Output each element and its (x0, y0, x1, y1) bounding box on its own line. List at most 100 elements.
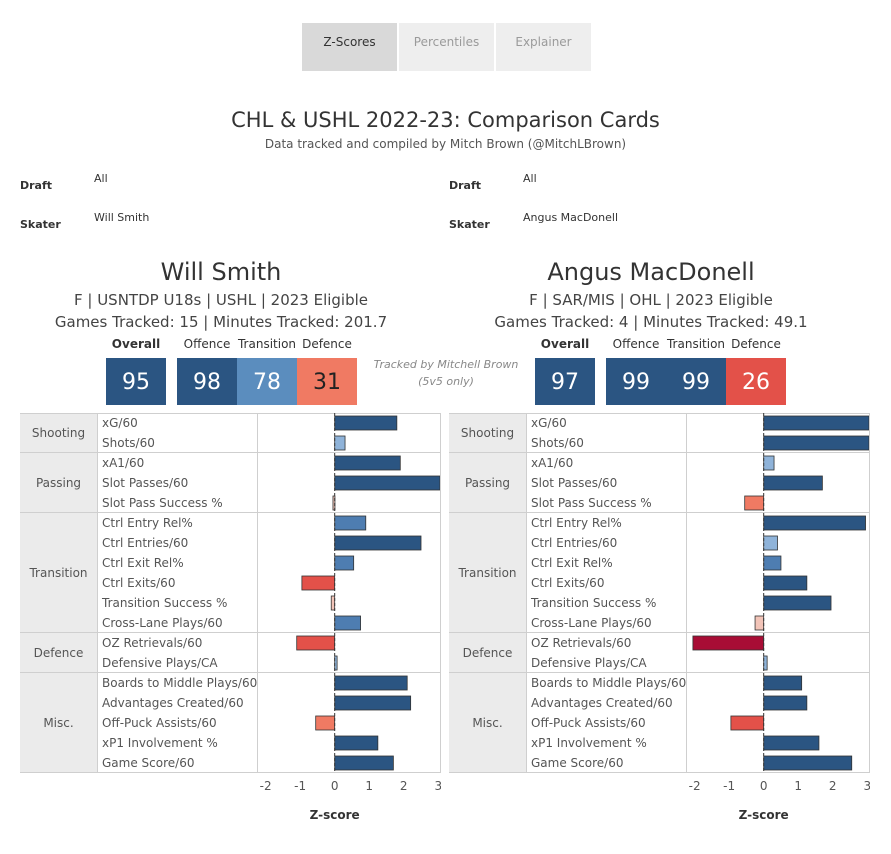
metric-label: Ctrl Exit Rel% (531, 556, 613, 570)
bar (730, 715, 765, 731)
x-tick-label: 1 (365, 779, 373, 793)
defence-score-right: 26 (726, 358, 786, 405)
metric-label: Cross-Lane Plays/60 (531, 616, 652, 630)
zscore-chart-left: Shooting xG/60 Shots/60 Passing xA1/60 Slot P… (20, 413, 441, 822)
bar (763, 755, 853, 771)
group-label: Passing (36, 476, 81, 490)
metric-label: Ctrl Entry Rel% (531, 516, 622, 530)
metric-label: Slot Passes/60 (531, 476, 617, 490)
bar (296, 635, 336, 651)
transition-header-left: Transition (237, 337, 297, 351)
metric-label: OZ Retrievals/60 (102, 636, 202, 650)
x-tick-label: 3 (863, 779, 870, 793)
x-tick-label: 2 (829, 779, 837, 793)
defence-header-right: Defence (731, 337, 781, 351)
tracked-note-line2: (5v5 only) (418, 375, 474, 388)
bar (763, 655, 768, 671)
bar (334, 675, 408, 691)
tab-percentiles[interactable]: Percentiles (399, 23, 494, 71)
metric-label: Ctrl Exits/60 (531, 576, 604, 590)
metric-label: Slot Passes/60 (102, 476, 188, 490)
x-tick-label: 0 (331, 779, 339, 793)
player-name-left: Will Smith (160, 258, 282, 286)
draft-filter-label-left: Draft (20, 179, 53, 192)
x-tick-label: 2 (400, 779, 408, 793)
tab-explainer[interactable]: Explainer (496, 23, 591, 71)
skater-filter-value-left[interactable]: Will Smith (94, 211, 150, 224)
metric-label: xG/60 (102, 416, 138, 430)
draft-filter-value-left[interactable]: All (94, 172, 108, 185)
x-tick-label: -1 (294, 779, 306, 793)
group-cell (449, 673, 526, 773)
group-label: Transition (28, 566, 87, 580)
metric-label: Off-Puck Assists/60 (102, 716, 217, 730)
tab-z-scores[interactable]: Z-Scores (302, 23, 397, 71)
x-tick-label: 1 (794, 779, 802, 793)
x-tick-label: -2 (260, 779, 272, 793)
metric-label: Advantages Created/60 (102, 696, 244, 710)
skater-filter-label-left: Skater (20, 218, 61, 231)
skater-filter-label-right: Skater (449, 218, 490, 231)
metric-label: Shots/60 (531, 436, 584, 450)
metric-label: Transition Success % (530, 596, 656, 610)
offence-header-right: Offence (612, 337, 660, 351)
metric-label: Ctrl Exits/60 (102, 576, 175, 590)
transition-header-right: Transition (666, 337, 726, 351)
skater-filter-value-right[interactable]: Angus MacDonell (523, 211, 619, 224)
metric-label: OZ Retrievals/60 (531, 636, 631, 650)
group-label: Defence (463, 646, 513, 660)
defence-score-left: 31 (297, 358, 357, 405)
group-label: Shooting (32, 426, 85, 440)
bar (334, 455, 401, 471)
metric-label: xP1 Involvement % (531, 736, 647, 750)
group-cell (449, 513, 526, 633)
bar (301, 575, 336, 591)
bar (763, 675, 803, 691)
bar (692, 635, 765, 651)
metric-label: Boards to Middle Plays/60 (531, 676, 686, 690)
player-name-right: Angus MacDonell (547, 258, 755, 286)
overall-score-left: 95 (106, 358, 166, 405)
bar (763, 575, 808, 591)
group-cell (20, 633, 97, 673)
bar (754, 615, 765, 631)
draft-filter-value-right[interactable]: All (523, 172, 537, 185)
metric-label: Game Score/60 (531, 756, 623, 770)
group-cell (449, 453, 526, 513)
metric-label: Advantages Created/60 (531, 696, 673, 710)
metric-label: Boards to Middle Plays/60 (102, 676, 257, 690)
bar (334, 615, 361, 631)
offence-score-left: 98 (177, 358, 237, 405)
page-subtitle: Data tracked and compiled by Mitch Brown… (264, 137, 627, 151)
bar (334, 735, 379, 751)
tracked-note: Tracked by Mitchell Brown (5v5 only) (368, 356, 524, 390)
player-info-left: F | USNTDP U18s | USHL | 2023 Eligible (73, 291, 369, 309)
metric-label: Cross-Lane Plays/60 (102, 616, 223, 630)
metric-label: Ctrl Entries/60 (102, 536, 188, 550)
bar (763, 415, 870, 431)
group-cell (20, 513, 97, 633)
metric-label: Shots/60 (102, 436, 155, 450)
group-label: Shooting (461, 426, 514, 440)
metric-label: Off-Puck Assists/60 (531, 716, 646, 730)
overall-score-right: 97 (535, 358, 595, 405)
offence-score-right: 99 (606, 358, 666, 405)
player-info-right: F | SAR/MIS | OHL | 2023 Eligible (529, 291, 773, 309)
group-cell (20, 453, 97, 513)
bar (334, 535, 422, 551)
transition-score-left: 78 (237, 358, 297, 405)
metric-label: Ctrl Entry Rel% (102, 516, 193, 530)
metric-label: Slot Pass Success % (531, 496, 652, 510)
group-label: Transition (457, 566, 516, 580)
bar (763, 595, 832, 611)
defence-header-left: Defence (302, 337, 352, 351)
tracked-note-line1: Tracked by Mitchell Brown (373, 358, 519, 371)
bar (334, 435, 346, 451)
group-cell (449, 413, 526, 453)
group-label: Misc. (43, 716, 73, 730)
metric-label: Defensive Plays/CA (102, 656, 218, 670)
x-tick-label: -1 (723, 779, 735, 793)
metric-label: xA1/60 (102, 456, 144, 470)
x-tick-label: 3 (434, 779, 441, 793)
player-games-right: Games Tracked: 4 | Minutes Tracked: 49.1 (494, 313, 808, 331)
